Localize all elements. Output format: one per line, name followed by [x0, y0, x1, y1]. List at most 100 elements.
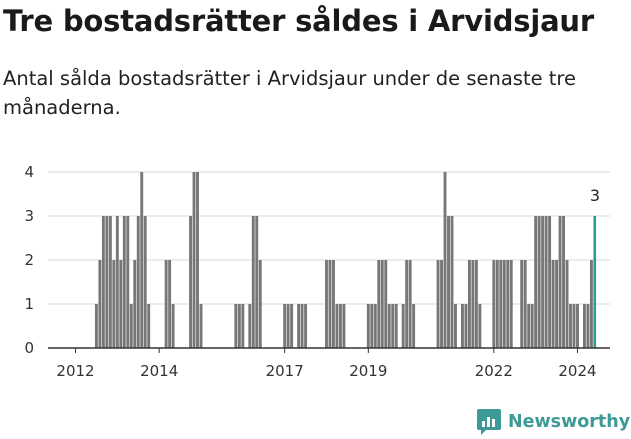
bar	[447, 216, 450, 348]
bar	[443, 172, 447, 348]
bar	[94, 304, 98, 348]
bar	[335, 304, 339, 348]
bar	[112, 260, 116, 348]
bar	[576, 304, 579, 348]
brand-name: Newsworthy	[508, 412, 631, 432]
bar	[523, 260, 527, 348]
bar	[192, 172, 196, 348]
bar	[136, 216, 140, 348]
bar	[495, 260, 499, 348]
bar	[290, 304, 294, 348]
bar	[541, 216, 545, 348]
bar	[558, 216, 562, 348]
latest-value-label: 3	[590, 186, 600, 205]
bar	[586, 304, 590, 348]
bar	[370, 304, 374, 348]
bar	[373, 304, 377, 348]
bar	[502, 260, 506, 348]
bar	[401, 304, 405, 348]
bar	[520, 260, 524, 348]
bar	[562, 216, 565, 348]
newsworthy-icon	[477, 409, 501, 435]
bar	[569, 304, 572, 348]
bar	[258, 260, 262, 348]
bar	[530, 304, 534, 348]
chart-title: Tre bostadsrätter såldes i Arvidsjaur	[3, 4, 594, 38]
x-axis: 2012 2014 2017 2019 2022 2024	[48, 347, 610, 380]
bar	[98, 260, 102, 348]
bar	[286, 304, 290, 348]
bar	[199, 304, 203, 348]
x-tick-label: 2019	[349, 362, 387, 380]
bar	[140, 172, 144, 348]
bar	[551, 260, 555, 348]
bar	[147, 304, 151, 348]
bar	[115, 216, 119, 348]
bar	[506, 260, 510, 348]
bar	[440, 260, 443, 348]
bar	[255, 216, 259, 348]
chart-subtitle: Antal sålda bostadsrätter i Arvidsjaur u…	[3, 67, 577, 119]
bar	[189, 216, 192, 348]
bar	[589, 260, 593, 348]
newsworthy-logo: Newsworthy	[476, 408, 630, 436]
bar	[478, 304, 482, 348]
bar	[387, 304, 391, 348]
y-tick-label: 3	[24, 207, 34, 225]
bar	[460, 304, 464, 348]
bar	[332, 260, 335, 348]
bar	[391, 304, 395, 348]
bar	[412, 304, 416, 348]
bar	[338, 304, 342, 348]
y-tick-label: 0	[24, 339, 34, 357]
bar	[248, 304, 252, 348]
bar	[164, 260, 168, 348]
bar	[450, 216, 454, 348]
bar	[101, 216, 105, 348]
bar	[366, 304, 370, 348]
bar	[342, 304, 346, 348]
y-tick-label: 4	[24, 163, 34, 181]
bar	[565, 260, 569, 348]
bar	[436, 260, 440, 348]
bar	[377, 260, 381, 348]
x-tick-label: 2017	[266, 362, 304, 380]
bar	[509, 260, 513, 348]
bar	[499, 260, 503, 348]
bar	[251, 216, 255, 348]
bar	[304, 304, 308, 348]
bar	[325, 260, 328, 348]
bar	[133, 260, 137, 348]
bar	[527, 304, 531, 348]
annotations: 3	[590, 186, 600, 205]
bar	[394, 304, 398, 348]
bar	[454, 304, 457, 348]
bar	[474, 260, 478, 348]
y-tick-label: 2	[24, 251, 34, 269]
bar	[241, 304, 245, 348]
y-axis: 0 1 2 3 4	[24, 163, 34, 357]
bar	[464, 304, 468, 348]
bar	[548, 216, 552, 348]
bar	[328, 260, 332, 348]
bar	[408, 260, 412, 348]
bar	[583, 304, 586, 348]
bar	[572, 304, 576, 348]
bar	[196, 172, 199, 348]
bar	[143, 216, 147, 348]
bar-latest	[593, 216, 597, 348]
bar	[119, 260, 123, 348]
bar	[544, 216, 548, 348]
bar	[467, 260, 471, 348]
bars	[94, 172, 597, 348]
bar	[380, 260, 384, 348]
bar	[384, 260, 388, 348]
bar	[537, 216, 541, 348]
bar	[234, 304, 238, 348]
bar	[168, 260, 172, 348]
bar	[297, 304, 301, 348]
bar	[171, 304, 175, 348]
x-tick-label: 2012	[56, 362, 94, 380]
y-tick-label: 1	[24, 295, 34, 313]
x-tick-label: 2024	[558, 362, 596, 380]
